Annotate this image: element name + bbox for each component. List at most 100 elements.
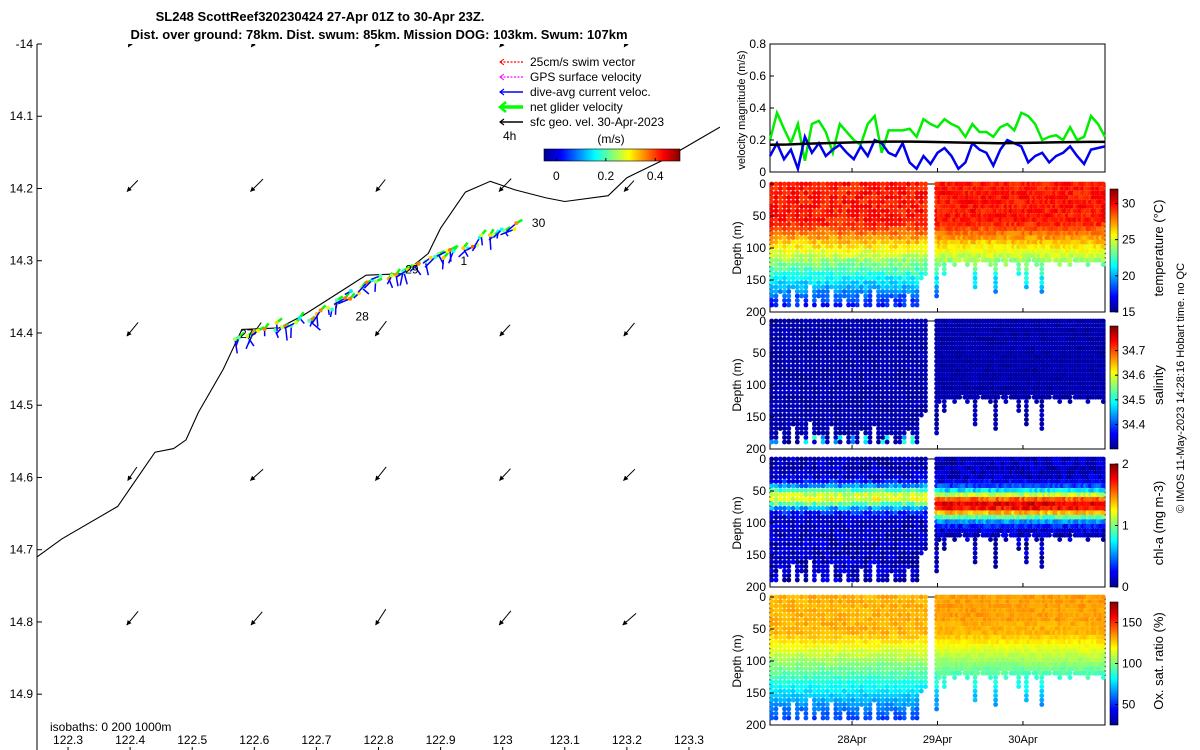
profile-sample — [876, 195, 881, 200]
profile-sample — [799, 358, 804, 364]
profile-sample — [777, 327, 783, 333]
profile-sample — [773, 573, 779, 578]
profile-sample — [1100, 327, 1106, 333]
profile-sample — [914, 336, 920, 342]
profile-sample — [841, 262, 847, 267]
profile-sample — [812, 358, 817, 364]
profile-sample — [773, 367, 779, 373]
profile-sample — [871, 226, 877, 232]
profile-sample — [786, 568, 792, 574]
profile-sample — [769, 568, 775, 574]
profile-sample — [914, 257, 920, 263]
profile-sample — [901, 244, 907, 250]
profile-sample — [889, 341, 894, 346]
profile-sample — [918, 199, 924, 205]
profile-sample — [782, 181, 787, 187]
profile-sample — [777, 403, 783, 409]
profile-sample — [841, 394, 847, 400]
profile-sample — [889, 336, 894, 342]
profile-sample — [829, 412, 834, 418]
profile-sample — [1003, 257, 1009, 263]
profile-sample — [799, 253, 804, 259]
legend-arrowhead-dive — [499, 88, 505, 96]
profile-sample — [901, 186, 907, 191]
profile-sample — [829, 385, 834, 391]
profile-sample — [846, 226, 851, 232]
profile-sample — [782, 271, 787, 276]
day-label: 29 — [405, 263, 419, 277]
map-y-tick-label: 14.3 — [10, 254, 34, 268]
profile-sample — [777, 479, 783, 484]
profile-sample — [837, 390, 843, 396]
velocity-panel: 00.20.40.60.8 velocity magnitude (m/s) — [736, 37, 1107, 179]
profile-sample — [820, 208, 826, 214]
profile-sample — [812, 372, 817, 378]
profile-sample — [884, 289, 890, 294]
profile-sample — [786, 336, 792, 342]
profile-sample — [799, 271, 804, 276]
profile-sample — [837, 266, 843, 272]
profile-sample — [829, 372, 834, 378]
profile-sample — [889, 257, 894, 263]
profile-sample — [897, 302, 903, 308]
profile-sample — [807, 345, 813, 351]
profile-sample — [782, 573, 787, 578]
profile-sample — [803, 417, 809, 422]
profile-sample — [889, 208, 894, 214]
profile-sample — [906, 289, 911, 294]
profile-sample — [794, 385, 800, 391]
profile-sample — [807, 350, 813, 355]
profile-sample — [993, 275, 998, 281]
colorbar-tick-label: 34.5 — [1122, 393, 1146, 407]
colorbar-tick-label: 25 — [1122, 233, 1136, 247]
profile-sample — [786, 358, 792, 364]
profile-sample — [773, 195, 779, 200]
profile-sample — [893, 195, 898, 200]
profile-sample — [880, 244, 886, 250]
profile-sample — [803, 302, 809, 308]
profile-sample — [850, 417, 856, 422]
profile-sample — [871, 412, 877, 418]
profile-sample — [794, 244, 800, 250]
profile-sample — [833, 430, 839, 436]
profile-sample — [893, 394, 898, 400]
profile-sample — [1100, 190, 1106, 196]
profile-sample — [1026, 394, 1032, 400]
profile-sample — [794, 181, 800, 187]
profile-sample — [799, 336, 804, 342]
profile-sample — [786, 488, 792, 493]
dive-avg-current-vector — [506, 222, 517, 233]
profile-sample — [934, 421, 939, 427]
profile-sample — [910, 208, 916, 214]
profile-sample — [876, 390, 881, 396]
profile-sample — [803, 354, 809, 360]
profile-sample — [786, 204, 792, 209]
profile-sample — [867, 318, 873, 324]
profile-sample — [859, 412, 864, 418]
profile-sample — [897, 350, 903, 355]
profile-sample — [773, 262, 779, 267]
track-point — [245, 334, 250, 339]
profile-sample — [897, 332, 903, 337]
profile-sample — [790, 403, 796, 409]
profile-sample — [799, 266, 804, 272]
profile-sample — [906, 244, 911, 250]
profile-sample — [906, 186, 911, 191]
profile-sample — [773, 217, 779, 223]
profile-sample — [837, 372, 843, 378]
profile-sample — [867, 381, 873, 387]
profile-sample — [901, 350, 907, 355]
profile-sample — [906, 390, 911, 396]
profile-sample — [863, 439, 869, 445]
dive-avg-current-vector — [403, 271, 408, 285]
profile-sample — [824, 262, 830, 267]
profile-sample — [790, 235, 796, 241]
profile-sample — [923, 358, 928, 364]
profile-sample — [884, 204, 890, 209]
profile-sample — [846, 213, 851, 218]
profile-sample — [790, 461, 796, 466]
profile-sample — [790, 248, 796, 254]
profile-sample — [841, 323, 847, 328]
profile-sample — [854, 354, 860, 360]
profile-sample — [807, 208, 813, 214]
